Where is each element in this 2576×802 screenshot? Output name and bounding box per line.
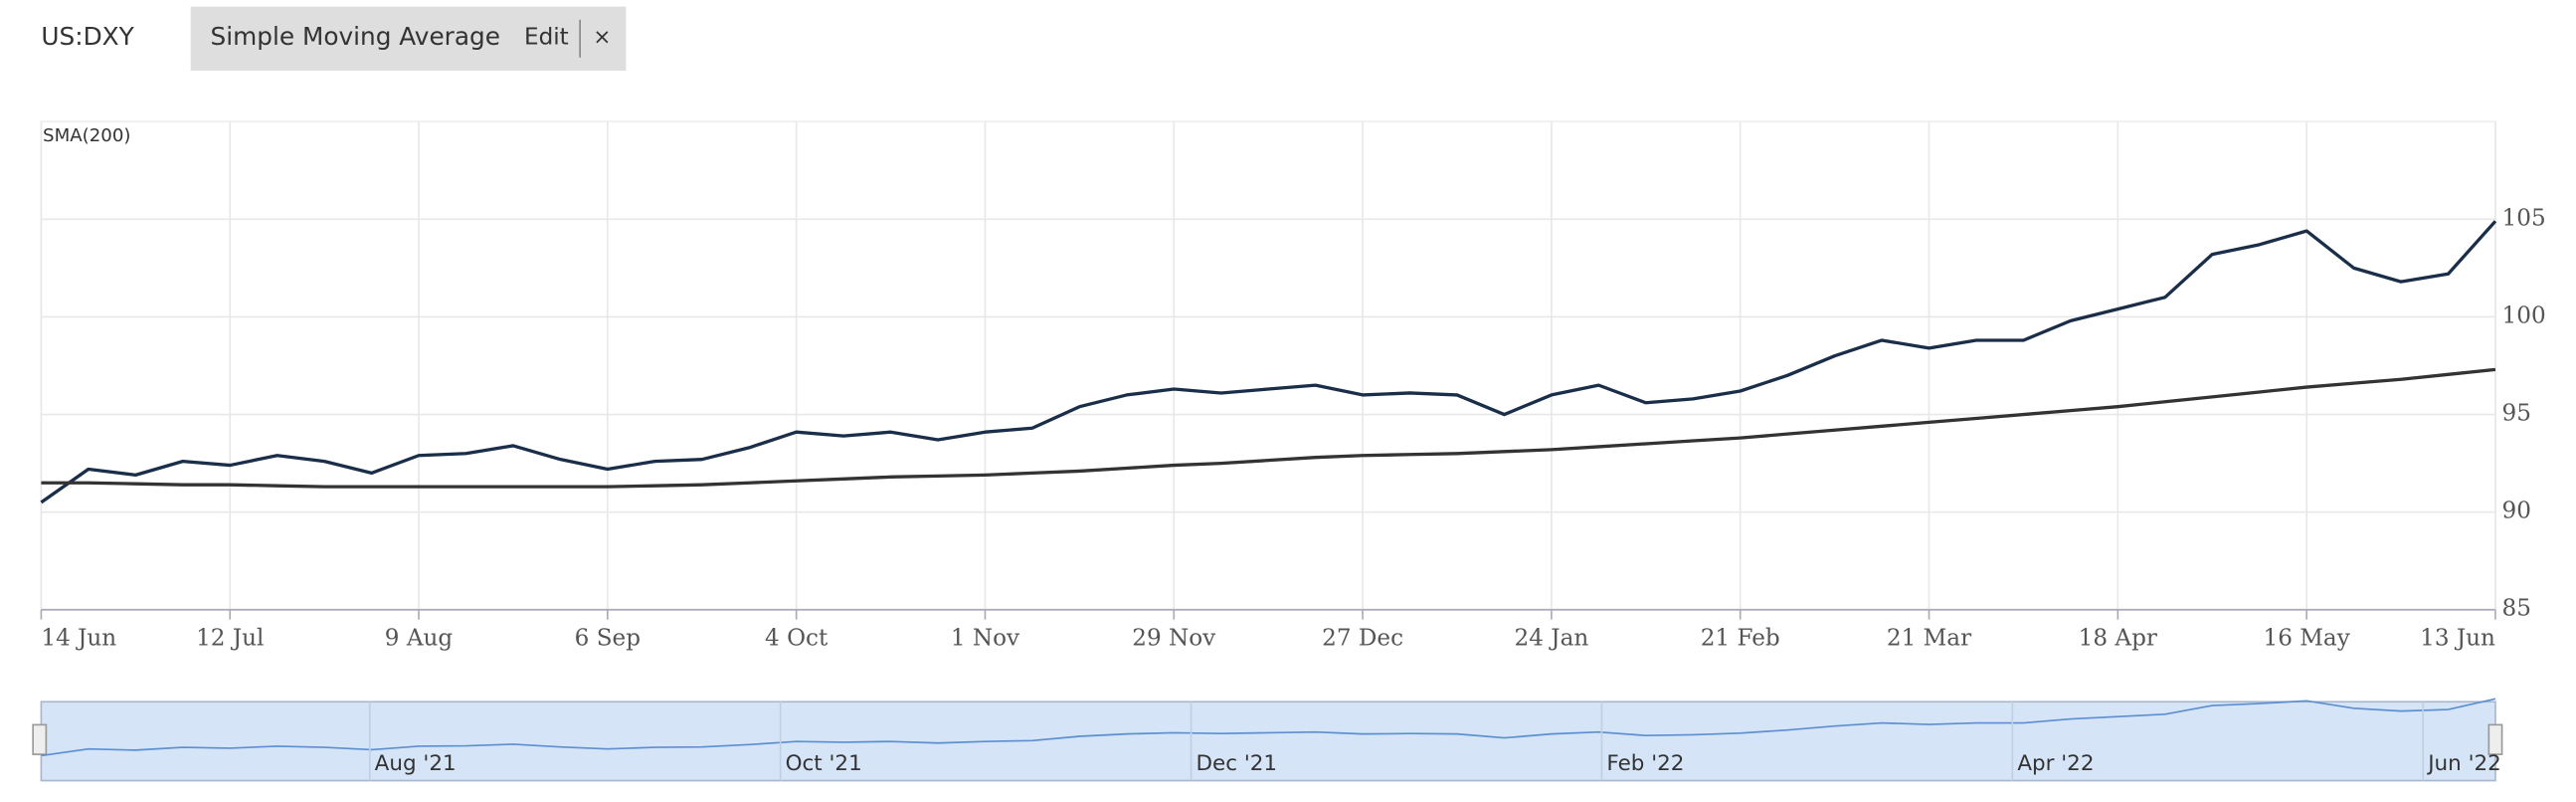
edit-button[interactable]: Edit <box>524 24 569 50</box>
y-tick-label: 100 <box>2502 302 2546 328</box>
indicator-label: SMA(200) <box>43 125 130 146</box>
x-tick-label: 9 Aug <box>385 625 454 651</box>
y-tick-label: 105 <box>2502 205 2546 231</box>
x-tick-label: 21 Mar <box>1887 625 1972 651</box>
line <box>41 367 2496 489</box>
x-tick-label: 27 Dec <box>1322 625 1403 651</box>
symbol: US:DXY <box>41 22 134 51</box>
x-tick-label: 13 Jun <box>2420 625 2495 651</box>
x-tick-label: 24 Jan <box>1515 625 1589 651</box>
navigator-label: Apr '22 <box>2017 751 2094 776</box>
y-tick-label: 90 <box>2502 499 2531 524</box>
navigator-line <box>41 698 2496 757</box>
navigator-handle[interactable] <box>2487 723 2503 755</box>
line <box>40 220 2497 504</box>
x-tick-label: 14 Jun <box>41 625 116 651</box>
close-button[interactable]: × <box>593 25 611 50</box>
x-tick-label: 6 Sep <box>575 625 641 651</box>
x-tick-label: 4 Oct <box>765 625 828 651</box>
x-tick-label: 21 Feb <box>1701 625 1780 651</box>
x-tick-label: 29 Nov <box>1132 625 1215 651</box>
navigator-label: Feb '22 <box>1606 751 1684 776</box>
navigator-label: Dec '21 <box>1196 751 1278 776</box>
navigator-label: Oct '21 <box>786 751 862 776</box>
indicator-name: Simple Moving Average <box>211 22 500 51</box>
y-tick-label: 85 <box>2502 596 2531 622</box>
indicator-pill[interactable] <box>190 6 627 72</box>
x-tick-label: 16 May <box>2264 625 2350 651</box>
x-tick-label: 1 Nov <box>951 625 1019 651</box>
x-tick-label: 18 Apr <box>2079 625 2158 651</box>
navigator[interactable] <box>40 701 2496 782</box>
y-tick-label: 95 <box>2502 401 2531 427</box>
navigator-label: Aug '21 <box>375 751 457 776</box>
plot-frame <box>40 120 2496 611</box>
navigator-label: Jun '22 <box>2426 751 2501 776</box>
x-tick-label: 12 Jul <box>196 625 264 651</box>
navigator-handle[interactable] <box>32 723 48 755</box>
